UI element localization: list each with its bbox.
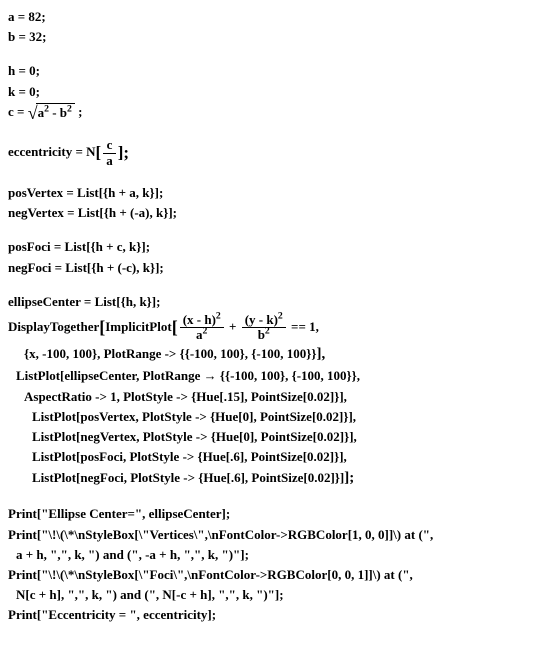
fraction: (y - k)2b2 [242, 313, 286, 343]
fraction: (x - h)2a2 [180, 313, 224, 343]
numerator: (y - k)2 [242, 313, 286, 328]
text: eccentricity = N [8, 144, 96, 159]
bracket-close: ]; [118, 143, 129, 162]
code-line: Print["\!\(\*\nStyleBox[\"Vertices\",\nF… [8, 526, 538, 544]
code-line: Print["Eccentricity = ", eccentricity]; [8, 606, 538, 624]
denominator: a [103, 154, 116, 168]
blank-line [8, 170, 538, 184]
code-line: posVertex = List[{h + a, k}]; [8, 184, 538, 202]
code-line: negFoci = List[{h + (-c), k}]; [8, 259, 538, 277]
bracket-close: ], [316, 346, 325, 362]
text: == 1, [288, 319, 319, 334]
sqrt-icon: √a2 - b2 [28, 103, 75, 122]
fraction: ca [103, 138, 116, 168]
blank-line [8, 491, 538, 505]
code-line: {x, -100, 100}, PlotRange -> {{-100, 100… [8, 344, 538, 365]
denominator: b2 [242, 328, 286, 342]
blank-line [8, 224, 538, 238]
text: ; [75, 104, 83, 119]
bracket-open: [ [172, 317, 178, 337]
blank-line [8, 48, 538, 62]
code-line-displaytogether: DisplayTogether[ImplicitPlot[(x - h)2a2 … [8, 313, 538, 343]
code-line-sqrt: c = √a2 - b2 ; [8, 103, 538, 123]
code-line: a = 82; [8, 8, 538, 26]
text: {x, -100, 100}, PlotRange -> {{-100, 100… [24, 346, 316, 361]
code-line: ListPlot[ellipseCenter, PlotRange → {{-1… [8, 367, 538, 385]
code-line: ListPlot[negFoci, PlotStyle -> {Hue[.6],… [8, 468, 538, 489]
numerator: c [103, 138, 116, 153]
blank-line [8, 124, 538, 138]
code-line: Print["Ellipse Center=", ellipseCenter]; [8, 505, 538, 523]
code-line: a + h, ",", k, ") and (", -a + h, ",", k… [8, 546, 538, 564]
text: - b [49, 105, 67, 120]
code-line: ListPlot[posVertex, PlotStyle -> {Hue[0]… [8, 408, 538, 426]
code-line: negVertex = List[{h + (-a), k}]; [8, 204, 538, 222]
code-line: Print["\!\(\*\nStyleBox[\"Foci\",\nFontC… [8, 566, 538, 584]
text: ListPlot[negFoci, PlotStyle -> {Hue[.6],… [32, 470, 344, 485]
text: ImplicitPlot [105, 319, 171, 334]
code-line: N[c + h], ",", k, ") and (", N[-c + h], … [8, 586, 538, 604]
code-line-ecc: eccentricity = N[ca]; [8, 138, 538, 168]
code-line: b = 32; [8, 28, 538, 46]
bracket-close: ]; [344, 470, 354, 486]
code-line: k = 0; [8, 83, 538, 101]
code-line: ListPlot[negVertex, PlotStyle -> {Hue[0]… [8, 428, 538, 446]
code-line: h = 0; [8, 62, 538, 80]
code-line: ListPlot[posFoci, PlotStyle -> {Hue[.6],… [8, 448, 538, 466]
blank-line [8, 279, 538, 293]
bracket-open: [ [96, 143, 102, 162]
text: c = [8, 104, 28, 119]
code-line: posFoci = List[{h + c, k}]; [8, 238, 538, 256]
text: + [226, 319, 240, 334]
code-line: AspectRatio -> 1, PlotStyle -> {Hue[.15]… [8, 388, 538, 406]
denominator: a2 [180, 328, 224, 342]
code-line: ellipseCenter = List[{h, k}]; [8, 293, 538, 311]
text: DisplayTogether [8, 319, 99, 334]
